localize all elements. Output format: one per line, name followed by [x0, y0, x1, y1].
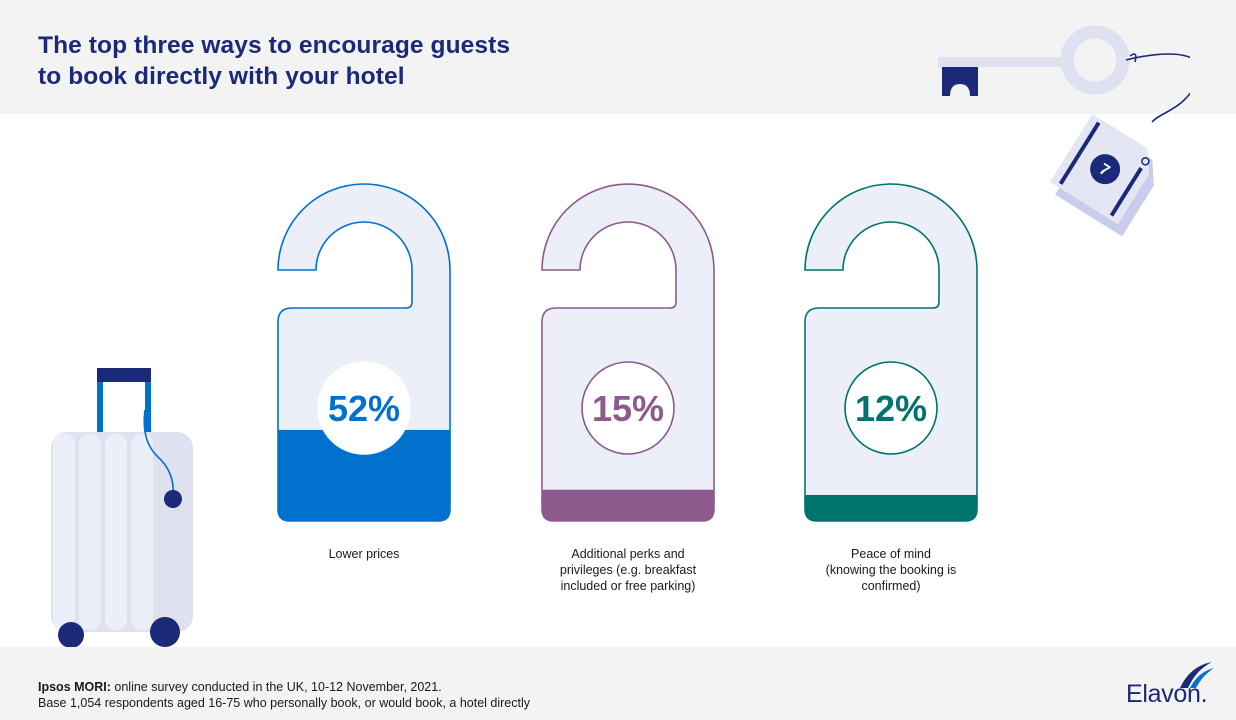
footer-source: Ipsos MORI: online survey conducted in t… — [38, 679, 530, 711]
category-label-3: Peace of mind (knowing the booking is conf… — [791, 546, 991, 594]
suitcase-tag — [164, 490, 182, 508]
page-title: The top three ways to encourage guests t… — [38, 30, 510, 92]
logo-wordmark: Elavon. — [1126, 680, 1208, 708]
footer-band — [0, 647, 1236, 720]
hanger-outline — [541, 183, 715, 522]
door-hanger-3: 12% — [804, 183, 978, 522]
key-tag: 7 — [1049, 114, 1154, 237]
value-label: 52% — [328, 388, 400, 429]
category-label-line: included or free parking) — [560, 579, 696, 593]
title-line-2: to book directly with your hotel — [38, 63, 405, 90]
value-circle — [317, 361, 411, 455]
value-circle — [581, 361, 675, 455]
key-shaft — [938, 57, 1068, 67]
category-label-1: Lower prices — [264, 546, 464, 562]
door-hanger-1: 52% — [277, 183, 451, 522]
category-label-line: (knowing the booking is — [825, 563, 957, 577]
door-hanger-2: 15% — [541, 183, 715, 522]
footer-source-line: Ipsos MORI: online survey conducted in t… — [38, 679, 530, 695]
suitcase-handle-left — [97, 368, 103, 438]
suitcase-illustration — [51, 368, 193, 648]
hanger-body — [805, 184, 977, 521]
hanger-body — [542, 184, 714, 521]
source-label: Ipsos MORI: — [38, 680, 111, 694]
suitcase-handle-grip — [97, 368, 151, 382]
value-label: 15% — [592, 388, 664, 429]
category-label-line: Peace of mind — [851, 547, 931, 561]
category-label-2: Additional perks and privileges (e.g. bre… — [528, 546, 728, 594]
suitcase-wheel-left — [58, 622, 84, 648]
value-circle — [844, 361, 938, 455]
footer-base-line: Base 1,054 respondents aged 16-75 who pe… — [38, 696, 530, 710]
category-label-line: privileges (e.g. breakfast — [559, 563, 697, 577]
key-ring — [1060, 25, 1130, 95]
title-line-1: The top three ways to encourage guests — [38, 32, 511, 59]
key-illustration: 7 — [938, 25, 1190, 237]
value-label: 12% — [855, 388, 927, 429]
key-loop — [1129, 53, 1137, 63]
category-label-line: Additional perks and — [571, 547, 685, 561]
key-string — [1125, 53, 1190, 123]
category-label-line: confirmed) — [861, 579, 921, 593]
suitcase-handle-right — [145, 368, 151, 438]
bar-fill — [805, 494, 977, 521]
hanger-outline — [804, 183, 978, 522]
key-bit — [942, 67, 978, 96]
hanger-outline — [277, 183, 451, 522]
key-tag-badge — [1090, 154, 1121, 185]
logo-swoosh-icon — [1180, 662, 1214, 688]
suitcase-wheel-right — [150, 617, 180, 647]
elavon-logo: Elavon. — [1126, 660, 1222, 710]
category-label-line: Lower prices — [328, 547, 400, 561]
bar-fill — [542, 489, 714, 521]
suitcase-tag-string — [143, 409, 174, 496]
source-text: online survey conducted in the UK, 10-12… — [110, 680, 442, 694]
